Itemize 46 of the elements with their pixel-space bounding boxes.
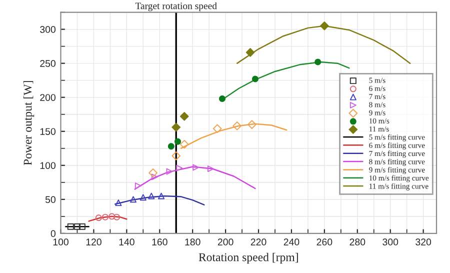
y-tick-label: 150 <box>40 128 56 135</box>
point <box>180 112 189 121</box>
point <box>67 223 74 230</box>
ref-line-label: Target rotation speed <box>135 2 217 12</box>
y-tick-label: 300 <box>40 26 56 33</box>
y-tick-label: 250 <box>40 60 56 67</box>
point <box>192 164 200 171</box>
x-tick-label: 180 <box>185 238 200 246</box>
point <box>180 140 189 149</box>
point <box>115 200 122 206</box>
point <box>246 48 255 57</box>
y-tick-label: 200 <box>40 94 56 101</box>
x-tick-label: 220 <box>250 238 266 246</box>
point <box>74 223 80 230</box>
x-tick-label: 300 <box>382 238 398 246</box>
point <box>232 122 242 130</box>
x-tick-label: 140 <box>119 238 134 246</box>
point <box>176 164 183 172</box>
point <box>207 166 214 172</box>
point <box>130 196 137 203</box>
point <box>148 168 158 178</box>
y-tick-label: 0 <box>50 230 56 238</box>
x-tick-label: 120 <box>86 238 102 246</box>
point <box>212 124 222 134</box>
x-tick-label: 260 <box>316 238 332 246</box>
x-tick-label: 240 <box>284 238 300 246</box>
y-axis-title: Power output [W] <box>23 81 34 166</box>
point <box>140 194 146 201</box>
x-tick-label: 320 <box>416 238 432 246</box>
point <box>248 120 256 129</box>
x-tick-label: 100 <box>53 238 68 246</box>
point <box>78 223 86 230</box>
point <box>320 21 329 30</box>
point <box>134 182 142 190</box>
point <box>172 151 181 160</box>
x-axis-title: Rotation speed [rpm] <box>198 252 298 264</box>
y-tick-label: 100 <box>40 162 56 169</box>
point <box>148 192 155 200</box>
point <box>151 174 158 180</box>
point <box>158 192 165 200</box>
point <box>172 122 181 132</box>
x-tick-label: 160 <box>152 238 168 246</box>
x-tick-label: 200 <box>218 238 234 246</box>
point <box>166 168 173 175</box>
x-tick-label: 280 <box>350 238 366 246</box>
y-tick-label: 50 <box>45 196 56 204</box>
